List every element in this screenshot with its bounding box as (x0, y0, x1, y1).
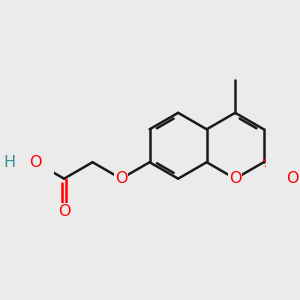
Text: O: O (58, 204, 70, 219)
Text: O: O (115, 171, 128, 186)
Text: O: O (286, 171, 298, 186)
Text: O: O (229, 171, 242, 186)
Text: O: O (29, 155, 42, 170)
Text: H: H (3, 155, 15, 170)
